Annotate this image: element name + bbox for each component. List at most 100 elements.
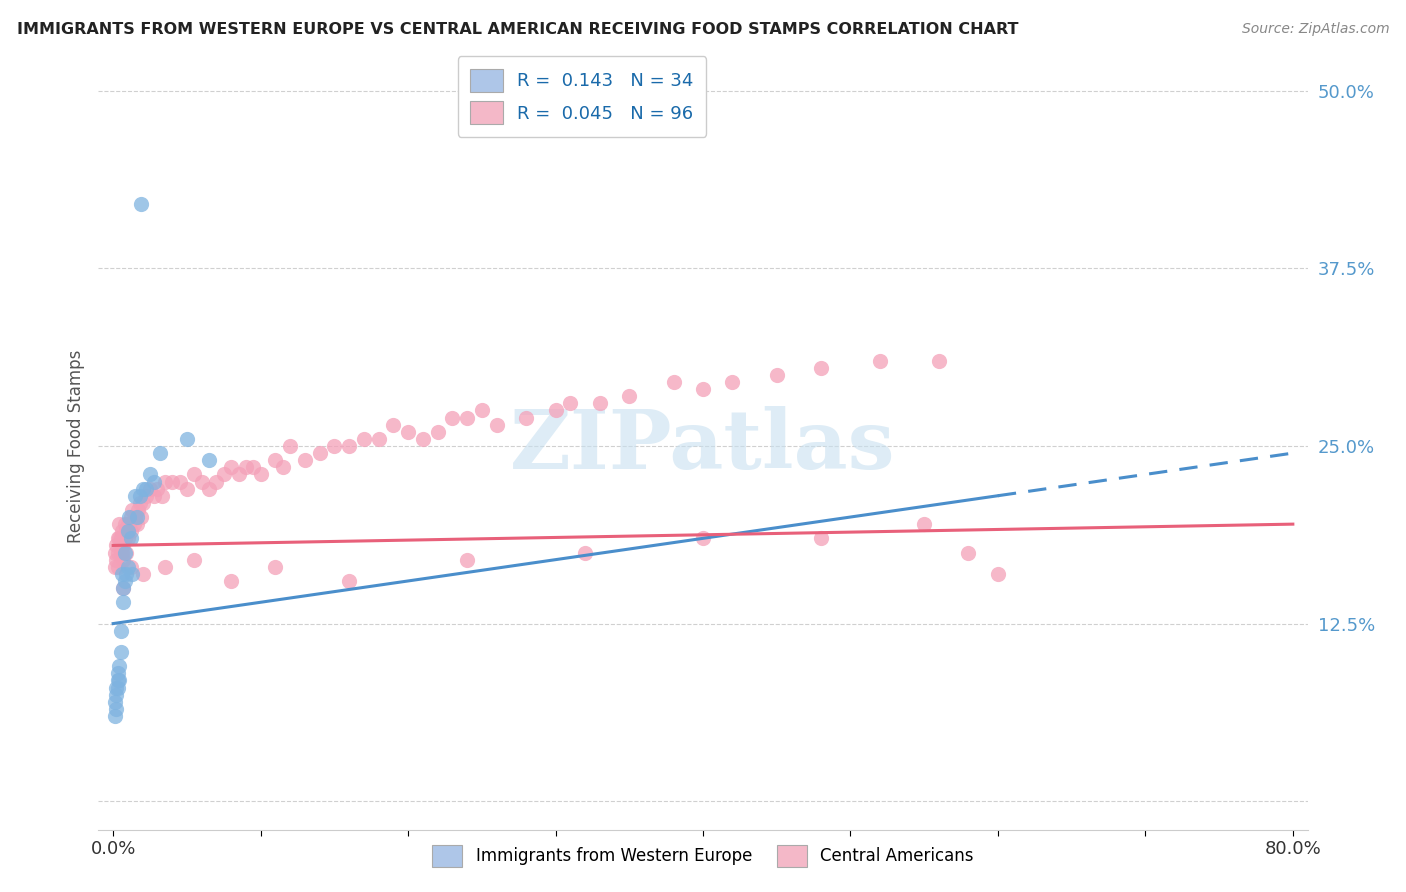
Point — [337, 439, 360, 453]
Point — [114, 517, 136, 532]
Point — [104, 695, 127, 709]
Point — [382, 417, 405, 432]
Point — [114, 574, 136, 588]
Point — [337, 574, 360, 588]
Point — [574, 545, 596, 559]
Point — [515, 410, 537, 425]
Point — [122, 517, 145, 532]
Point — [198, 453, 221, 467]
Point — [176, 432, 198, 446]
Point — [150, 489, 173, 503]
Point — [143, 475, 166, 489]
Point — [242, 460, 264, 475]
Point — [108, 659, 131, 673]
Point — [114, 545, 136, 559]
Point — [105, 552, 128, 566]
Point — [120, 532, 142, 546]
Point — [120, 559, 142, 574]
Point — [205, 475, 228, 489]
Point — [105, 702, 128, 716]
Point — [118, 517, 141, 532]
Point — [121, 566, 143, 581]
Point — [271, 460, 294, 475]
Point — [125, 517, 148, 532]
Point — [128, 496, 150, 510]
Point — [810, 532, 832, 546]
Point — [124, 510, 146, 524]
Point — [120, 510, 142, 524]
Point — [135, 489, 157, 503]
Point — [107, 681, 129, 695]
Point — [108, 673, 131, 688]
Point — [146, 482, 169, 496]
Point — [139, 482, 162, 496]
Point — [987, 566, 1010, 581]
Point — [367, 432, 389, 446]
Point — [692, 532, 714, 546]
Point — [108, 532, 131, 546]
Point — [131, 496, 153, 510]
Point — [111, 524, 134, 539]
Point — [115, 566, 138, 581]
Point — [120, 524, 142, 539]
Point — [110, 545, 132, 559]
Point — [323, 439, 346, 453]
Point — [125, 510, 148, 524]
Point — [278, 439, 301, 453]
Point — [127, 503, 149, 517]
Point — [544, 403, 567, 417]
Point — [441, 410, 464, 425]
Point — [114, 532, 136, 546]
Point — [117, 517, 139, 532]
Point — [249, 467, 271, 482]
Point — [264, 453, 287, 467]
Text: Source: ZipAtlas.com: Source: ZipAtlas.com — [1241, 22, 1389, 37]
Point — [107, 666, 129, 681]
Point — [111, 566, 134, 581]
Point — [117, 559, 139, 574]
Point — [108, 517, 131, 532]
Point — [107, 545, 129, 559]
Point — [112, 581, 135, 595]
Text: IMMIGRANTS FROM WESTERN EUROPE VS CENTRAL AMERICAN RECEIVING FOOD STAMPS CORRELA: IMMIGRANTS FROM WESTERN EUROPE VS CENTRA… — [17, 22, 1018, 37]
Point — [183, 552, 205, 566]
Point — [957, 545, 980, 559]
Point — [456, 410, 478, 425]
Point — [692, 382, 714, 396]
Point — [264, 559, 287, 574]
Point — [153, 475, 176, 489]
Point — [118, 510, 141, 524]
Point — [128, 489, 150, 503]
Point — [112, 552, 135, 566]
Point — [112, 538, 135, 552]
Point — [396, 425, 419, 439]
Point — [160, 475, 183, 489]
Point — [869, 353, 891, 368]
Point — [190, 475, 212, 489]
Point — [662, 375, 685, 389]
Text: ZIPatlas: ZIPatlas — [510, 406, 896, 486]
Point — [117, 524, 139, 539]
Point — [115, 524, 138, 539]
Legend: R =  0.143   N = 34, R =  0.045   N = 96: R = 0.143 N = 34, R = 0.045 N = 96 — [458, 56, 706, 136]
Point — [112, 581, 135, 595]
Point — [153, 559, 176, 574]
Point — [228, 467, 250, 482]
Point — [169, 475, 191, 489]
Point — [105, 681, 128, 695]
Point — [198, 482, 221, 496]
Point — [412, 432, 434, 446]
Point — [176, 482, 198, 496]
Legend: Immigrants from Western Europe, Central Americans: Immigrants from Western Europe, Central … — [422, 835, 984, 877]
Point — [111, 545, 134, 559]
Point — [110, 624, 132, 638]
Point — [294, 453, 316, 467]
Point — [104, 545, 127, 559]
Point — [471, 403, 494, 417]
Point — [810, 360, 832, 375]
Point — [115, 545, 138, 559]
Point — [212, 467, 235, 482]
Point — [183, 467, 205, 482]
Point — [219, 460, 242, 475]
Point — [619, 389, 641, 403]
